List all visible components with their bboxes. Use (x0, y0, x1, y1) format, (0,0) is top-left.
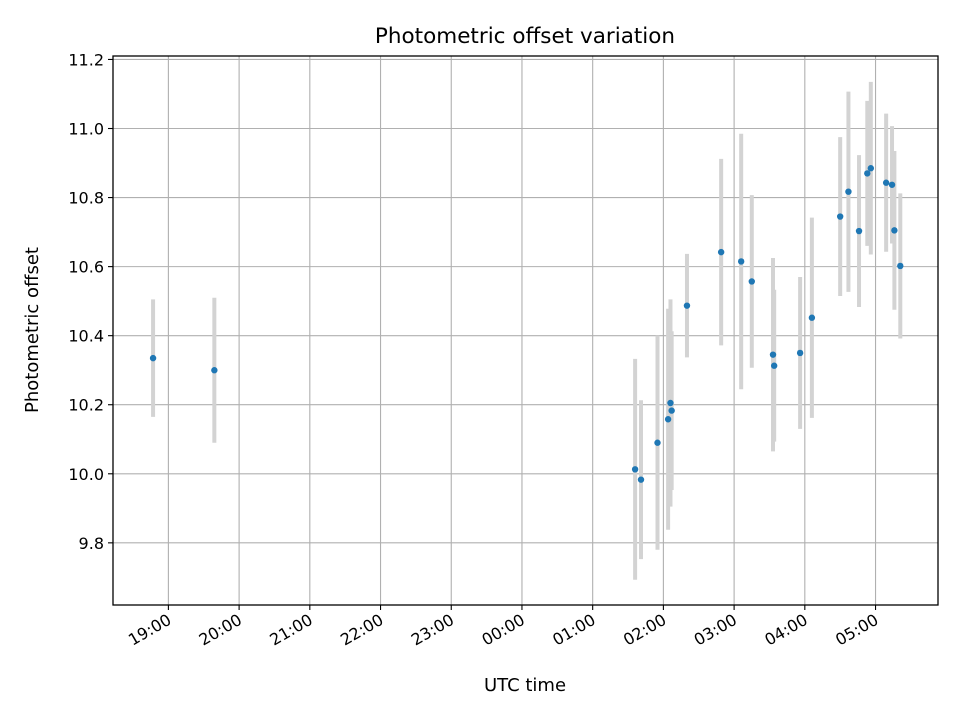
y-tick-label: 11.2 (68, 50, 104, 69)
data-points (149, 165, 904, 483)
y-tick-label: 10.4 (68, 327, 104, 346)
data-point (836, 213, 844, 220)
y-tick-label: 10.6 (68, 258, 104, 277)
data-point (211, 367, 218, 374)
data-point (845, 188, 852, 195)
chart-title: Photometric offset variation (375, 24, 675, 49)
y-tick-label: 10.0 (68, 465, 104, 484)
data-point (748, 278, 755, 285)
data-point (668, 407, 675, 414)
data-point (769, 351, 777, 358)
data-point (796, 349, 804, 357)
data-point (631, 466, 639, 473)
data-point (149, 354, 157, 362)
y-axis-ticks: 9.8 10.0 10.2 10.4 10.6 10.8 11.0 11.2 (68, 50, 113, 553)
y-tick-label: 11.0 (68, 120, 104, 139)
data-point (867, 165, 875, 172)
data-point (855, 227, 863, 235)
data-point (654, 439, 661, 446)
data-point (891, 227, 898, 234)
data-point (808, 314, 816, 321)
data-point (717, 248, 725, 256)
data-point (864, 170, 871, 177)
data-point (664, 416, 672, 423)
y-tick-label: 9.8 (79, 534, 104, 553)
data-point (770, 362, 778, 369)
y-axis-label: Photometric offset (22, 247, 43, 413)
data-point (737, 258, 745, 265)
data-point (637, 476, 645, 483)
data-point (683, 302, 691, 309)
data-point (888, 181, 896, 188)
y-tick-label: 10.8 (68, 189, 104, 208)
data-point (882, 179, 890, 186)
data-point (897, 262, 904, 270)
plot-frame (112, 55, 939, 606)
data-point (667, 399, 674, 407)
x-axis-label: UTC time (484, 675, 566, 696)
y-tick-label: 10.2 (68, 396, 104, 415)
